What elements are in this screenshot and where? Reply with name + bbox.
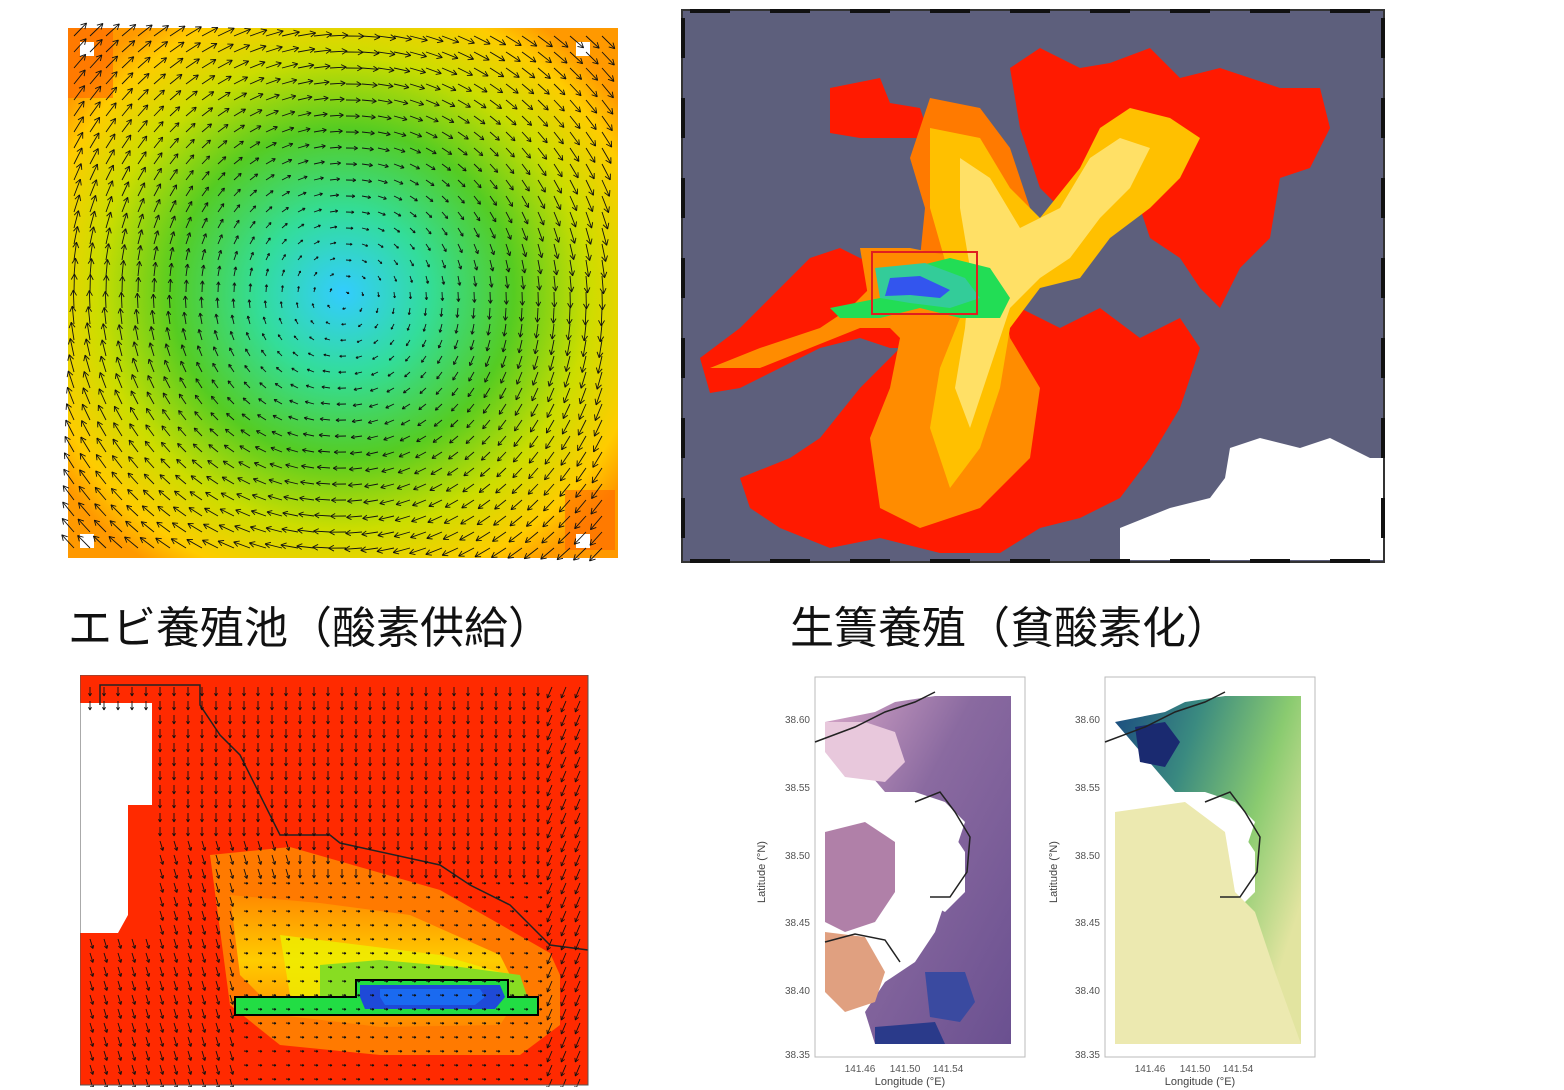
latitude-label-right: Latitude (°N) [1048, 841, 1060, 903]
lat-tick: 38.50 [785, 851, 810, 862]
lon-tick: 141.50 [1180, 1064, 1211, 1075]
shrimp-pond-flow-panel [60, 10, 626, 565]
lat-tick: 38.55 [1075, 783, 1100, 794]
lat-tick: 38.40 [785, 986, 810, 997]
unmapped-area [1120, 438, 1384, 560]
lat-tick: 38.55 [785, 783, 810, 794]
cage-vector-field [80, 675, 589, 1087]
latitude-label-left: Latitude (°N) [756, 841, 768, 903]
observation-maps-panel: Latitude (°N) Latitude (°N) Longitude (°… [735, 672, 1325, 1088]
lat-tick: 38.35 [785, 1050, 810, 1061]
longitude-label-right: Longitude (°E) [1165, 1076, 1235, 1088]
land-area [80, 703, 118, 933]
land-area [118, 703, 152, 933]
lat-tick: 38.40 [1075, 986, 1100, 997]
cage-outline [234, 979, 539, 1016]
lat-tick: 38.60 [785, 715, 810, 726]
cage-culture-bay-map-panel [680, 8, 1386, 564]
lon-tick: 141.46 [1135, 1064, 1166, 1075]
aerator-marker [576, 534, 590, 548]
lon-tick: 141.50 [890, 1064, 921, 1075]
bay-oxygen-map [681, 9, 1385, 563]
velocity-arrows [88, 686, 581, 1087]
aerator-marker [80, 42, 94, 56]
lat-tick: 38.60 [1075, 715, 1100, 726]
lon-tick: 141.46 [845, 1064, 876, 1075]
bay-water-bands [700, 48, 1330, 553]
longitude-label-left: Longitude (°E) [875, 1076, 945, 1088]
map-frame-ticks [681, 9, 1385, 563]
cage-site-highlight-box [871, 251, 978, 315]
shrimp-pond-vector-field [61, 22, 618, 562]
oxygen-map-left [814, 676, 1026, 1058]
lon-tick: 141.54 [933, 1064, 964, 1075]
lat-tick: 38.50 [1075, 851, 1100, 862]
lat-tick: 38.35 [1075, 1050, 1100, 1061]
cage-zoom-flow-panel [80, 675, 606, 1087]
shrimp-pond-caption: エビ養殖池（酸素供給） [68, 603, 552, 654]
observation-maps: Latitude (°N) Latitude (°N) Longitude (°… [756, 676, 1316, 1088]
cage-culture-caption: 生簀養殖（貧酸素化） [790, 603, 1230, 654]
lon-tick: 141.54 [1223, 1064, 1254, 1075]
lat-tick: 38.45 [785, 918, 810, 929]
oxygen-field-background [68, 28, 618, 558]
oxygen-map-right [1104, 676, 1316, 1058]
velocity-arrows [61, 22, 616, 562]
lat-tick: 38.45 [1075, 918, 1100, 929]
aerator-marker [80, 534, 94, 548]
